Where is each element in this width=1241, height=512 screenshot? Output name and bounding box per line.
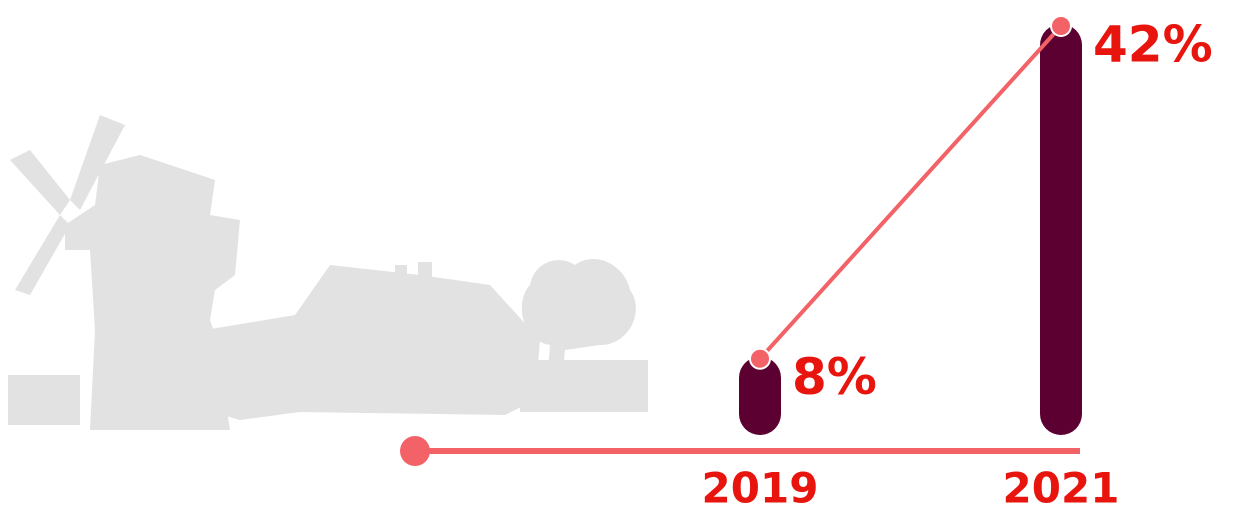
- baseline-start-dot: [400, 436, 430, 466]
- trend-dot: [749, 347, 771, 370]
- trend-dot: [1050, 15, 1072, 37]
- bar: [739, 356, 781, 435]
- trend-line: [758, 24, 1063, 361]
- x-tick-label: 2021: [1003, 464, 1120, 512]
- x-tick-label: 2019: [702, 464, 819, 512]
- bar: [1040, 24, 1082, 435]
- value-label: 8%: [792, 348, 877, 406]
- value-label: 42%: [1093, 16, 1213, 74]
- background-scene: [8, 115, 648, 430]
